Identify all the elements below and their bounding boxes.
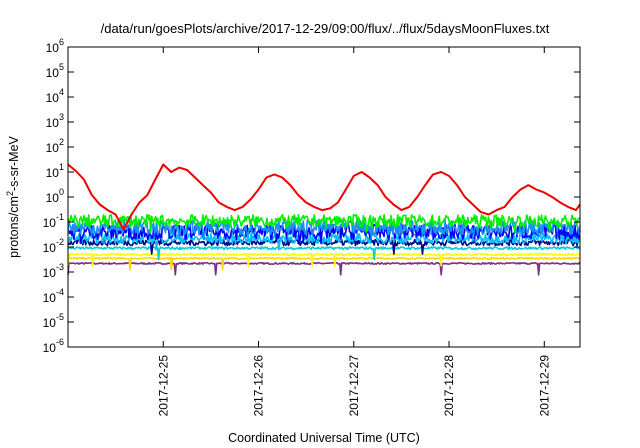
y-axis-title-rest: -s-sr-MeV xyxy=(7,135,21,191)
y-tick-label: 101 xyxy=(46,162,64,180)
series-line xyxy=(67,213,581,234)
y-tick-label: 105 xyxy=(46,62,64,80)
y-tick-label: 10-1 xyxy=(43,212,64,230)
y-tick-label: 10-3 xyxy=(43,262,64,280)
series-line xyxy=(67,246,581,261)
y-tick-label: 100 xyxy=(46,187,64,205)
series-line xyxy=(67,163,581,231)
y-tick-label: 106 xyxy=(46,37,64,55)
chart-title: /data/run/goesPlots/archive/2017-12-29/0… xyxy=(101,21,550,36)
ticks-layer: 10-6 10-5 10-4 10-3 10-2 10-1 100 101 102 103 104 1… xyxy=(43,37,580,416)
y-tick-label: 10-4 xyxy=(43,287,64,305)
y-tick-label: 10-5 xyxy=(43,312,64,330)
y-axis-title-base: protons/cm xyxy=(7,196,21,258)
x-tick-label: 2017-12-28 xyxy=(442,355,456,417)
y-tick-label: 10-6 xyxy=(43,337,64,355)
series-line xyxy=(67,252,581,267)
y-tick-label: 102 xyxy=(46,137,64,155)
x-tick-label: 2017-12-26 xyxy=(252,355,266,417)
series-line xyxy=(67,219,581,240)
y-tick-label: 103 xyxy=(46,112,64,130)
x-tick-label: 2017-12-27 xyxy=(347,355,361,417)
series-line xyxy=(67,256,581,271)
y-tick-label: 10-2 xyxy=(43,237,64,255)
series-layer xyxy=(67,163,581,276)
x-tick-label: 2017-12-29 xyxy=(537,355,551,417)
x-tick-label: 2017-12-25 xyxy=(156,355,170,417)
x-axis-title: Coordinated Universal Time (UTC) xyxy=(228,431,420,445)
y-axis-title: protons/cm2-s-sr-MeV xyxy=(5,135,21,257)
y-tick-label: 104 xyxy=(46,87,64,105)
y-axis-title-sup: 2 xyxy=(5,191,15,196)
series-line xyxy=(67,238,581,255)
series-line xyxy=(67,261,581,276)
